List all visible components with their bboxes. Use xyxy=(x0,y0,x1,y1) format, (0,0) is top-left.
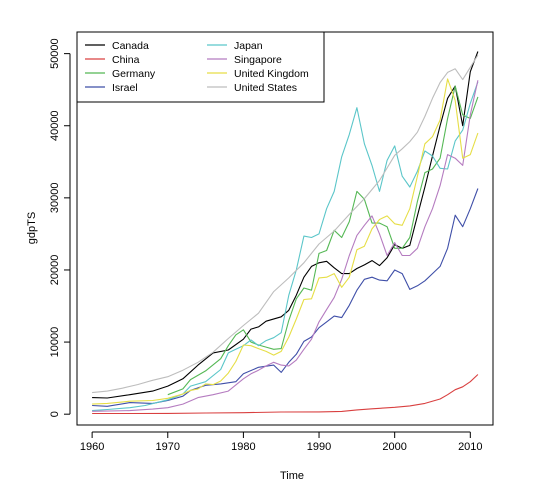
legend-box xyxy=(76,31,325,103)
legend-label: Japan xyxy=(234,40,263,52)
series-line-0 xyxy=(92,51,479,399)
series-line-3 xyxy=(92,188,479,407)
series-line-7 xyxy=(92,54,479,394)
y-axis-title: gdpTS xyxy=(26,212,38,244)
legend-label: Singapore xyxy=(234,54,282,66)
series-line-6 xyxy=(92,78,479,405)
y-tick-label: 10000 xyxy=(49,327,61,358)
x-tick-label: 1990 xyxy=(307,441,331,453)
series-line-4 xyxy=(92,81,479,412)
y-tick-label: 0 xyxy=(49,411,61,417)
y-tick-label: 40000 xyxy=(49,110,61,141)
y-tick-label: 30000 xyxy=(49,183,61,214)
legend-label: Canada xyxy=(112,40,149,52)
legend-label: Germany xyxy=(112,68,156,80)
series-line-5 xyxy=(92,80,479,412)
legend-label: United States xyxy=(234,82,297,94)
x-tick-label: 1980 xyxy=(231,441,255,453)
x-axis-title: Time xyxy=(280,470,304,482)
x-tick-label: 1960 xyxy=(80,441,104,453)
legend-label: Israel xyxy=(112,82,138,94)
x-tick-label: 1970 xyxy=(156,441,180,453)
y-tick-label: 50000 xyxy=(49,38,61,69)
series-line-1 xyxy=(92,374,479,415)
x-tick-label: 2010 xyxy=(458,441,482,453)
legend-label: United Kingdom xyxy=(234,68,309,80)
y-axis: 0 10000 20000 30000 40000 50000 xyxy=(49,38,71,417)
legend-label: China xyxy=(112,54,140,66)
legend: Canada China Germany Israel Japan Singapore Un… xyxy=(76,31,325,103)
y-tick-label: 20000 xyxy=(49,255,61,286)
x-axis: 1960 1970 1980 1990 2000 2010 xyxy=(80,431,483,453)
x-tick-label: 2000 xyxy=(382,441,406,453)
series-layer xyxy=(92,51,479,415)
